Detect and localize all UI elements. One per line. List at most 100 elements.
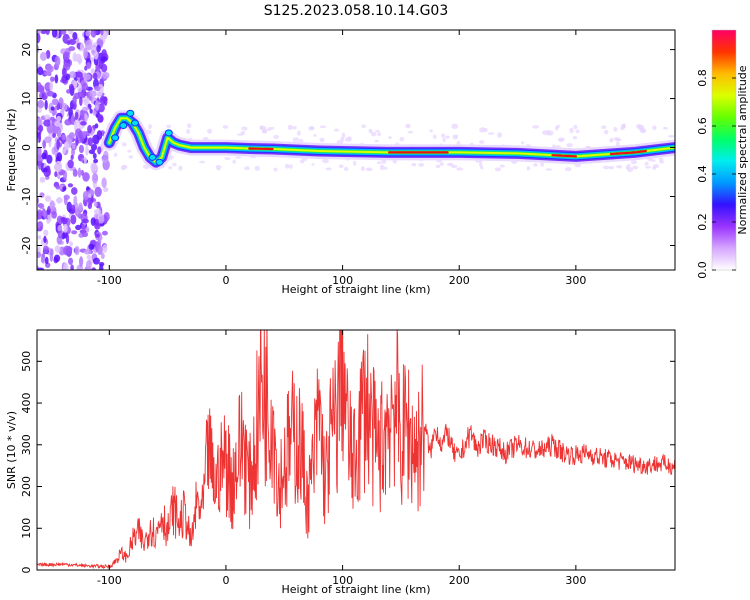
noise-cell — [374, 139, 379, 143]
noise-cell — [483, 128, 488, 133]
ridge-blob — [126, 109, 135, 117]
noise-cell — [83, 72, 88, 81]
figure-title: S125.2023.058.10.14.G03 — [264, 3, 449, 19]
noise-cell — [602, 165, 610, 170]
noise-cell — [573, 124, 578, 130]
noise-cell — [91, 42, 98, 52]
noise-cell — [388, 136, 392, 139]
noise-cell — [88, 149, 96, 155]
noise-cell — [71, 230, 78, 235]
noise-cell — [488, 132, 495, 135]
snr-xtick-label: -100 — [97, 574, 122, 587]
spectrogram-noise-region — [37, 30, 675, 270]
noise-cell — [44, 256, 49, 265]
noise-cell — [62, 149, 66, 154]
noise-cell — [292, 137, 300, 143]
noise-cell — [62, 230, 68, 239]
noise-cell — [234, 156, 242, 159]
noise-cell — [42, 210, 48, 219]
noise-cell — [383, 166, 388, 170]
noise-cell — [297, 130, 301, 136]
noise-cell — [90, 217, 96, 226]
noise-cell — [75, 224, 82, 231]
spectrogram-ridge — [101, 109, 675, 171]
spectrogram-xtick-label: 0 — [222, 274, 229, 287]
noise-cell — [93, 158, 99, 164]
colorbar-tick-label: 0.8 — [696, 69, 709, 87]
noise-cell — [93, 85, 101, 91]
noise-cell — [46, 154, 53, 164]
noise-cell — [62, 103, 68, 111]
noise-cell — [262, 128, 267, 134]
noise-cell — [532, 125, 540, 129]
noise-cell — [56, 138, 60, 150]
noise-cell — [79, 109, 85, 119]
noise-cell — [40, 89, 45, 94]
noise-cell — [148, 124, 152, 130]
noise-cell — [81, 82, 89, 91]
snr-xlabel: Height of straight line (km) — [281, 583, 430, 596]
noise-cell — [222, 125, 229, 129]
snr-xtick-label: 100 — [332, 574, 353, 587]
noise-cell — [97, 114, 104, 123]
noise-cell — [63, 262, 69, 270]
noise-cell — [418, 163, 425, 167]
noise-cell — [87, 137, 93, 147]
colorbar-tick-label: 0.0 — [696, 261, 709, 279]
noise-cell — [321, 158, 329, 164]
noise-cell — [93, 174, 98, 180]
noise-cell — [40, 254, 45, 264]
noise-cell — [37, 32, 41, 44]
noise-cell — [39, 203, 45, 210]
noise-cell — [97, 245, 103, 255]
noise-cell — [168, 165, 173, 170]
noise-cell — [78, 202, 83, 211]
noise-cell — [325, 167, 332, 171]
noise-cell — [232, 159, 236, 164]
colorbar-frame — [711, 29, 737, 271]
ridge-blob — [130, 119, 139, 127]
noise-cell — [68, 257, 74, 266]
noise-cell — [72, 169, 78, 177]
noise-cell — [82, 232, 89, 238]
noise-cell — [52, 109, 57, 116]
noise-cell — [68, 46, 76, 52]
noise-cell — [101, 63, 108, 73]
noise-cell — [497, 132, 503, 138]
noise-cell — [102, 71, 110, 79]
noise-cell — [499, 164, 505, 168]
noise-cell — [89, 108, 93, 114]
noise-cell — [61, 67, 67, 78]
spectrogram-xlabel: Height of straight line (km) — [281, 283, 430, 296]
noise-cell — [644, 161, 649, 166]
noise-cell — [56, 127, 62, 138]
noise-cell — [64, 119, 72, 126]
noise-cell — [70, 264, 74, 270]
noise-cell — [96, 44, 101, 53]
noise-cell — [70, 154, 74, 160]
noise-cell — [78, 54, 82, 65]
noise-cell — [309, 126, 315, 130]
noise-cell — [545, 131, 550, 136]
noise-cell — [70, 214, 77, 225]
noise-cell — [99, 235, 103, 241]
noise-cell — [49, 80, 54, 92]
ridge-blob — [111, 134, 120, 142]
noise-cell — [569, 127, 574, 134]
noise-cell — [92, 110, 97, 116]
noise-cell — [244, 166, 250, 171]
noise-cell — [54, 160, 63, 172]
noise-cell — [68, 39, 77, 46]
noise-cell — [77, 167, 82, 178]
noise-cell — [63, 141, 70, 151]
noise-cell — [44, 114, 51, 120]
noise-cell — [215, 164, 222, 170]
noise-cell — [199, 160, 206, 164]
ridge-blob — [119, 122, 128, 130]
noise-cell — [405, 123, 411, 129]
noise-cell — [636, 124, 642, 129]
noise-cell — [83, 249, 92, 255]
noise-cell — [101, 177, 107, 189]
noise-cell — [82, 130, 87, 139]
